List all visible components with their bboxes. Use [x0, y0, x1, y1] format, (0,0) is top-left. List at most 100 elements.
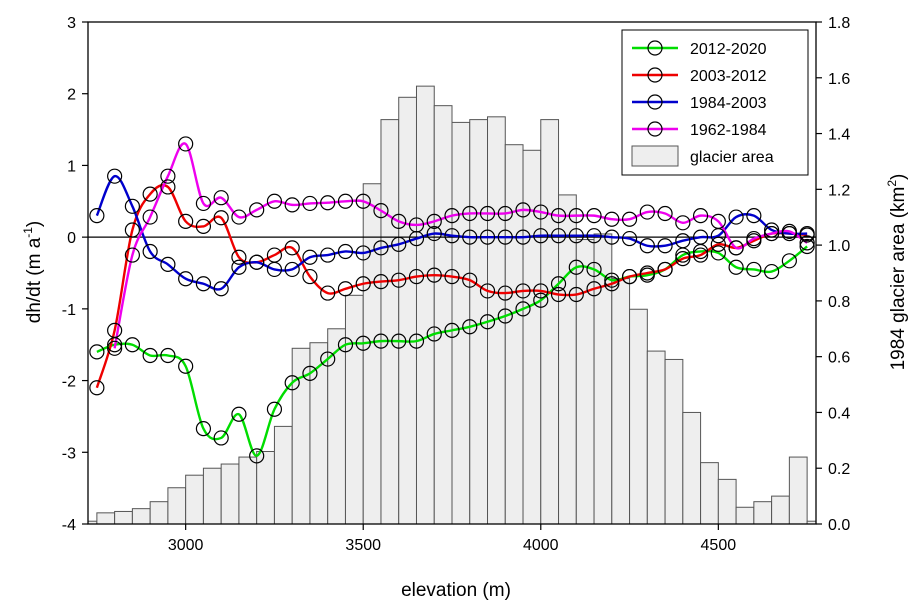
data-point [746, 208, 762, 224]
data-point [178, 136, 194, 152]
data-point [160, 256, 176, 272]
data-point [479, 283, 496, 299]
data-point [142, 347, 158, 364]
x-tick-label: 4000 [523, 537, 559, 554]
data-point [195, 218, 212, 234]
data-point [533, 204, 549, 220]
y-left-title-superscript: -1 [21, 227, 35, 238]
y-right-title-superscript: 2 [885, 180, 899, 187]
area-bar [202, 467, 222, 525]
y-right-tick-label: 1.4 [828, 127, 850, 144]
area-bar [788, 456, 808, 525]
data-point [107, 340, 123, 356]
area-bar [558, 194, 577, 525]
y-left-tick-label: 3 [67, 15, 76, 32]
data-point [373, 333, 389, 349]
area-bar [131, 508, 151, 525]
data-point [462, 319, 478, 335]
data-point [302, 195, 318, 212]
area-bar [646, 350, 666, 525]
data-point [692, 229, 709, 245]
data-point [266, 401, 283, 417]
data-point [213, 190, 229, 206]
data-point [728, 259, 744, 275]
data-point [675, 215, 691, 231]
data-point [249, 254, 265, 270]
legend-entries: 2012-2020 2003-2012 1984-2003 1962-1984 glac… [631, 40, 774, 167]
data-point [213, 281, 229, 297]
data-point [479, 205, 496, 222]
x-tick-label: 3000 [168, 537, 204, 554]
y-left-axis-title: dh/dt (m a-1) [21, 221, 45, 324]
data-point [107, 168, 123, 184]
y-right-tick-label: 0.8 [828, 294, 850, 311]
area-bar [344, 294, 364, 525]
data-point [764, 263, 780, 280]
area-bar [238, 456, 258, 525]
data-point [178, 271, 194, 287]
y-right-tick-label: 0.4 [828, 405, 850, 422]
data-point [710, 245, 726, 261]
y-right-tick-label: 0.2 [828, 461, 850, 478]
data-point [320, 351, 336, 367]
data-point [284, 240, 300, 256]
y-left-tick-label: -2 [62, 374, 76, 391]
data-point [799, 238, 815, 255]
area-bar [664, 358, 684, 525]
y-right-tick-label: 0.6 [828, 350, 850, 367]
area-bar [753, 501, 773, 525]
data-point [444, 228, 460, 244]
data-point [764, 225, 780, 242]
data-point [479, 314, 496, 330]
data-point [639, 238, 655, 254]
data-point [479, 229, 496, 245]
y-right-axis-title: 1984 glacier area (km2) [885, 174, 909, 371]
data-point [302, 268, 318, 285]
plot-frame [87, 21, 817, 525]
data-point [231, 209, 247, 225]
legend-label: 1984-2003 [690, 95, 767, 112]
data-point [160, 347, 176, 364]
y-left-title-suffix: ) [24, 221, 45, 227]
y-right-tick-label: 0.0 [828, 517, 850, 534]
area-bar [415, 85, 435, 525]
data-point [799, 225, 815, 242]
y-left-tick-label: 2 [67, 87, 76, 104]
data-point [550, 286, 567, 303]
data-point [604, 272, 620, 288]
data-point [195, 195, 212, 212]
glacier-area-bars [87, 85, 817, 525]
data-point [462, 272, 478, 288]
area-bar [717, 478, 737, 525]
data-point [515, 202, 531, 218]
data-point [497, 229, 513, 245]
area-bar [682, 411, 702, 525]
data-point [657, 261, 673, 278]
y-right-tick-label: 1.2 [828, 182, 850, 199]
data-point [746, 230, 762, 247]
data-point [550, 208, 567, 224]
series-line-1962-1984 [113, 142, 808, 349]
data-point [337, 243, 354, 260]
x-tick-label: 4500 [701, 537, 737, 554]
data-point [178, 213, 194, 229]
data-point [89, 208, 105, 224]
area-bar [433, 105, 453, 525]
data-point [781, 223, 797, 240]
data-point [426, 267, 442, 283]
data-point [266, 193, 283, 209]
area-bar [504, 144, 524, 525]
area-bar [96, 512, 116, 525]
data-point [142, 209, 158, 225]
area-bar [380, 119, 400, 525]
area-bar [771, 495, 790, 525]
data-point [355, 335, 371, 351]
data-point [124, 337, 140, 353]
legend-label: glacier area [690, 149, 774, 166]
data-point [320, 247, 336, 263]
data-point [586, 281, 602, 297]
data-point [515, 283, 531, 299]
legend-swatch-bar [631, 145, 679, 167]
data-point [302, 365, 318, 381]
data-point [621, 230, 638, 247]
